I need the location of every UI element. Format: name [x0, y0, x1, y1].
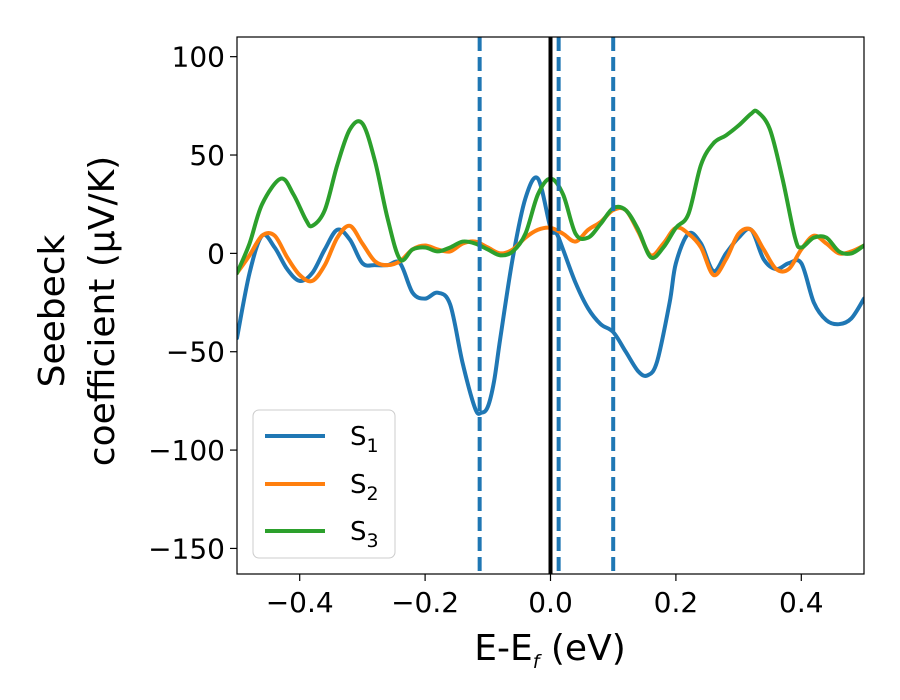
y-tick-label: −100 [148, 434, 225, 467]
x-tick-label: −0.4 [266, 586, 334, 619]
x-tick-label: 0.0 [528, 586, 573, 619]
x-tick-label: −0.2 [391, 586, 459, 619]
y-tick-label: −50 [166, 336, 225, 369]
y-axis-title: Seebeck coefficient (μV/K) [32, 156, 123, 466]
legend: S1 S2 S3 [252, 409, 396, 559]
y-tick-label: 0 [207, 237, 225, 270]
legend-label-s2: S2 [350, 470, 379, 505]
x-tick-label: 0.4 [779, 586, 824, 619]
y-tick-label: 100 [172, 41, 225, 74]
y-axis-title-line1: Seebeck [32, 234, 73, 387]
y-tick-label: −150 [148, 532, 225, 565]
y-axis-title-line2: coefficient (μV/K) [82, 156, 123, 466]
y-tick-label: 50 [189, 139, 225, 172]
x-axis-title: E-Ef (eV) [474, 628, 626, 673]
legend-label-s1: S1 [350, 422, 379, 457]
plot-clip-group [237, 37, 864, 574]
legend-label-s3: S3 [350, 517, 379, 552]
plot-area [237, 37, 864, 574]
axes: −0.4 −0.2 0.0 0.2 0.4 100 50 0 −50 −100 −150 [148, 36, 865, 619]
x-tick-label: 0.2 [654, 586, 699, 619]
